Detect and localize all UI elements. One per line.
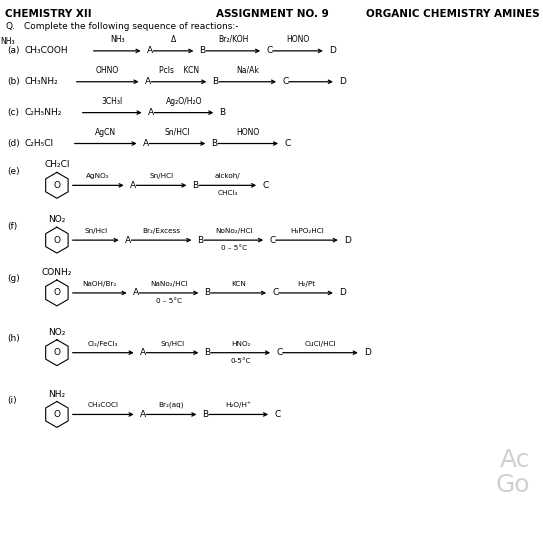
- Text: O: O: [53, 410, 60, 419]
- Text: (h): (h): [7, 334, 20, 343]
- Text: O: O: [53, 348, 60, 357]
- Text: HNO₂: HNO₂: [231, 341, 250, 347]
- Text: 0 – 5°C: 0 – 5°C: [220, 245, 247, 251]
- Text: B: B: [192, 181, 199, 190]
- Text: Cl₂/FeCl₃: Cl₂/FeCl₃: [88, 341, 118, 347]
- Text: NoNo₂/HCl: NoNo₂/HCl: [215, 228, 252, 234]
- Text: B: B: [197, 236, 204, 244]
- Text: C₂H₅NH₂: C₂H₅NH₂: [24, 108, 61, 117]
- Text: HONO: HONO: [237, 128, 260, 136]
- Text: H₂O/H⁺: H₂O/H⁺: [226, 402, 251, 408]
- Text: (e): (e): [7, 167, 20, 176]
- Text: Na/Ak: Na/Ak: [236, 66, 259, 75]
- Text: C: C: [284, 139, 291, 148]
- Text: B: B: [212, 77, 218, 86]
- Text: CH₃COOH: CH₃COOH: [24, 47, 68, 55]
- Text: B: B: [219, 108, 225, 117]
- Text: B: B: [204, 348, 211, 357]
- Text: Sn/HCl: Sn/HCl: [165, 128, 190, 136]
- Text: (g): (g): [7, 275, 20, 283]
- Text: H₂/Pt: H₂/Pt: [297, 281, 315, 287]
- Text: (b): (b): [7, 77, 20, 86]
- Text: A: A: [125, 236, 131, 244]
- Text: (d): (d): [7, 139, 20, 148]
- Text: A: A: [140, 410, 146, 419]
- Text: AgNO₂: AgNO₂: [86, 173, 110, 179]
- Text: 3CH₃I: 3CH₃I: [102, 96, 123, 106]
- Text: O: O: [53, 288, 60, 298]
- Text: KCN: KCN: [231, 281, 246, 287]
- Text: Br₂/KOH: Br₂/KOH: [218, 35, 248, 44]
- Text: CONH₂: CONH₂: [42, 268, 72, 277]
- Text: CH₂Cl: CH₂Cl: [44, 161, 70, 169]
- Text: Complete the following sequence of reactions:-: Complete the following sequence of react…: [24, 22, 238, 31]
- Text: C: C: [266, 47, 273, 55]
- Text: CHEMISTRY XII: CHEMISTRY XII: [5, 9, 92, 19]
- Text: A: A: [143, 139, 149, 148]
- Text: (f): (f): [7, 222, 17, 231]
- Text: ASSIGNMENT NO. 9: ASSIGNMENT NO. 9: [216, 9, 329, 19]
- Text: H₃PO₂HCl: H₃PO₂HCl: [290, 228, 324, 234]
- Text: CuCl/HCl: CuCl/HCl: [305, 341, 336, 347]
- Text: B: B: [199, 47, 205, 55]
- Text: Go: Go: [496, 473, 530, 497]
- Text: C: C: [272, 288, 279, 298]
- Text: A: A: [130, 181, 136, 190]
- Text: 0-5°C: 0-5°C: [230, 358, 251, 364]
- Text: CHCl₃: CHCl₃: [218, 190, 238, 196]
- Text: HONO: HONO: [286, 35, 310, 44]
- Text: D: D: [339, 77, 346, 86]
- Text: C: C: [274, 410, 280, 419]
- Text: A: A: [147, 47, 153, 55]
- Text: D: D: [339, 288, 346, 298]
- Text: Sn/Hcl: Sn/Hcl: [84, 228, 108, 234]
- Text: D: D: [329, 47, 336, 55]
- Text: (c): (c): [7, 108, 19, 117]
- Text: Ac: Ac: [500, 448, 530, 472]
- Text: A: A: [140, 348, 146, 357]
- Text: NaOH/Br₂: NaOH/Br₂: [83, 281, 117, 287]
- Text: C: C: [282, 77, 288, 86]
- Text: O: O: [53, 181, 60, 190]
- Text: ORGANIC CHEMISTRY AMINES: ORGANIC CHEMISTRY AMINES: [367, 9, 540, 19]
- Text: NH₃: NH₃: [0, 37, 15, 47]
- Text: O: O: [53, 236, 60, 244]
- Text: NH₂: NH₂: [48, 390, 66, 398]
- Text: Δ: Δ: [171, 35, 176, 44]
- Text: Pcls    KCN: Pcls KCN: [159, 66, 199, 75]
- Text: NH₃: NH₃: [110, 35, 124, 44]
- Text: A: A: [148, 108, 154, 117]
- Text: Q.: Q.: [5, 22, 15, 31]
- Text: C₂H₅Cl: C₂H₅Cl: [24, 139, 53, 148]
- Text: 0 – 5°C: 0 – 5°C: [156, 298, 182, 304]
- Text: C: C: [276, 348, 282, 357]
- Text: NaNo₂/HCl: NaNo₂/HCl: [150, 281, 188, 287]
- Text: C: C: [262, 181, 268, 190]
- Text: alckoh/: alckoh/: [215, 173, 241, 179]
- Text: NO₂: NO₂: [48, 328, 66, 337]
- Text: (i): (i): [7, 396, 17, 405]
- Text: D: D: [344, 236, 351, 244]
- Text: CH₃COCl: CH₃COCl: [88, 402, 119, 408]
- Text: OHNO: OHNO: [96, 66, 119, 75]
- Text: NO₂: NO₂: [48, 215, 66, 224]
- Text: D: D: [364, 348, 370, 357]
- Text: C: C: [269, 236, 275, 244]
- Text: A: A: [144, 77, 150, 86]
- Text: Sn/HCl: Sn/HCl: [149, 173, 174, 179]
- Text: AgCN: AgCN: [95, 128, 116, 136]
- Text: Sn/HCl: Sn/HCl: [160, 341, 185, 347]
- Text: (a): (a): [7, 47, 20, 55]
- Text: B: B: [211, 139, 217, 148]
- Text: Br₂(aq): Br₂(aq): [159, 402, 184, 408]
- Text: B: B: [204, 288, 211, 298]
- Text: B: B: [203, 410, 209, 419]
- Text: CH₃NH₂: CH₃NH₂: [24, 77, 58, 86]
- Text: Br₂/Excess: Br₂/Excess: [142, 228, 180, 234]
- Text: Ag₂O/H₂O: Ag₂O/H₂O: [166, 96, 202, 106]
- Text: A: A: [132, 288, 138, 298]
